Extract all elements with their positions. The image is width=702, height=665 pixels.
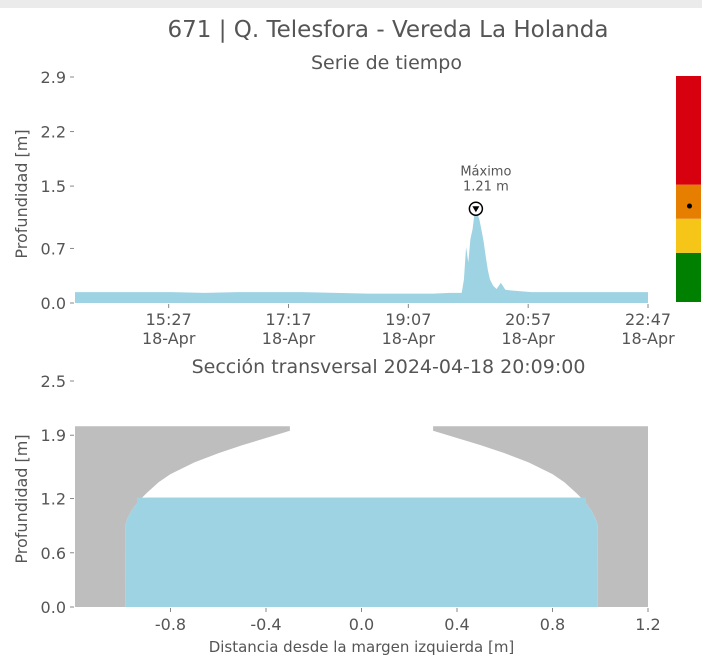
water-body bbox=[137, 497, 586, 607]
x-tick-time: 22:47 bbox=[625, 310, 671, 329]
alert-level-bar bbox=[676, 76, 701, 302]
y-tick-label: 0.0 bbox=[41, 598, 66, 617]
cross-section-chart: Sección transversal 2024-04-18 20:09:00 P… bbox=[12, 356, 661, 656]
x-tick-date: 18-Apr bbox=[501, 329, 555, 348]
y-tick-label: 1.2 bbox=[41, 490, 66, 509]
alert-level-band bbox=[676, 184, 701, 219]
x-axis-label: Distancia desde la margen izquierda [m] bbox=[209, 638, 515, 656]
x-tick-date: 18-Apr bbox=[142, 329, 196, 348]
top-strip bbox=[0, 0, 702, 8]
alert-marker bbox=[687, 203, 692, 209]
y-axis-label: Profundidad [m] bbox=[12, 434, 31, 563]
chart-title: Serie de tiempo bbox=[311, 52, 462, 74]
x-tick-time: 20:57 bbox=[505, 310, 551, 329]
alert-level-band bbox=[676, 76, 701, 185]
x-tick-date: 18-Apr bbox=[382, 329, 436, 348]
depth-area bbox=[75, 208, 648, 303]
y-tick-label: 2.5 bbox=[41, 372, 66, 391]
y-axis-label: Profundidad [m] bbox=[12, 129, 31, 258]
y-tick-label: 1.9 bbox=[41, 426, 66, 445]
alert-level-band bbox=[676, 218, 701, 253]
y-tick-label: 0.6 bbox=[41, 544, 66, 563]
y-tick-label: 2.9 bbox=[41, 68, 66, 87]
y-tick-label: 1.5 bbox=[41, 177, 66, 196]
x-tick-label: 0.8 bbox=[540, 615, 565, 634]
y-tick-label: 0.0 bbox=[41, 294, 66, 313]
max-value: 1.21 m bbox=[463, 180, 509, 195]
time-series-chart: Serie de tiempo Profundidad [m] 0.0 0.7 1.5 2… bbox=[12, 52, 675, 348]
right-bank bbox=[433, 426, 648, 607]
x-tick-label: 0.0 bbox=[349, 615, 374, 634]
x-tick-date: 18-Apr bbox=[621, 329, 675, 348]
max-marker-arrow bbox=[472, 206, 480, 213]
chart-title: Sección transversal 2024-04-18 20:09:00 bbox=[192, 356, 586, 378]
x-tick-label: -0.4 bbox=[250, 615, 281, 634]
x-tick-label: -0.8 bbox=[155, 615, 186, 634]
alert-level-band bbox=[676, 252, 701, 302]
max-label: Máximo bbox=[460, 165, 511, 180]
x-tick-label: 0.4 bbox=[444, 615, 469, 634]
x-tick-time: 19:07 bbox=[385, 310, 431, 329]
x-tick-time: 17:17 bbox=[265, 310, 311, 329]
figure-title: 671 | Q. Telesfora - Vereda La Holanda bbox=[168, 17, 609, 43]
x-tick-time: 15:27 bbox=[146, 310, 192, 329]
y-tick-label: 2.2 bbox=[41, 123, 66, 142]
x-tick-date: 18-Apr bbox=[262, 329, 316, 348]
x-tick-label: 1.2 bbox=[635, 615, 660, 634]
y-tick-label: 0.7 bbox=[41, 239, 66, 258]
left-bank bbox=[75, 426, 290, 607]
